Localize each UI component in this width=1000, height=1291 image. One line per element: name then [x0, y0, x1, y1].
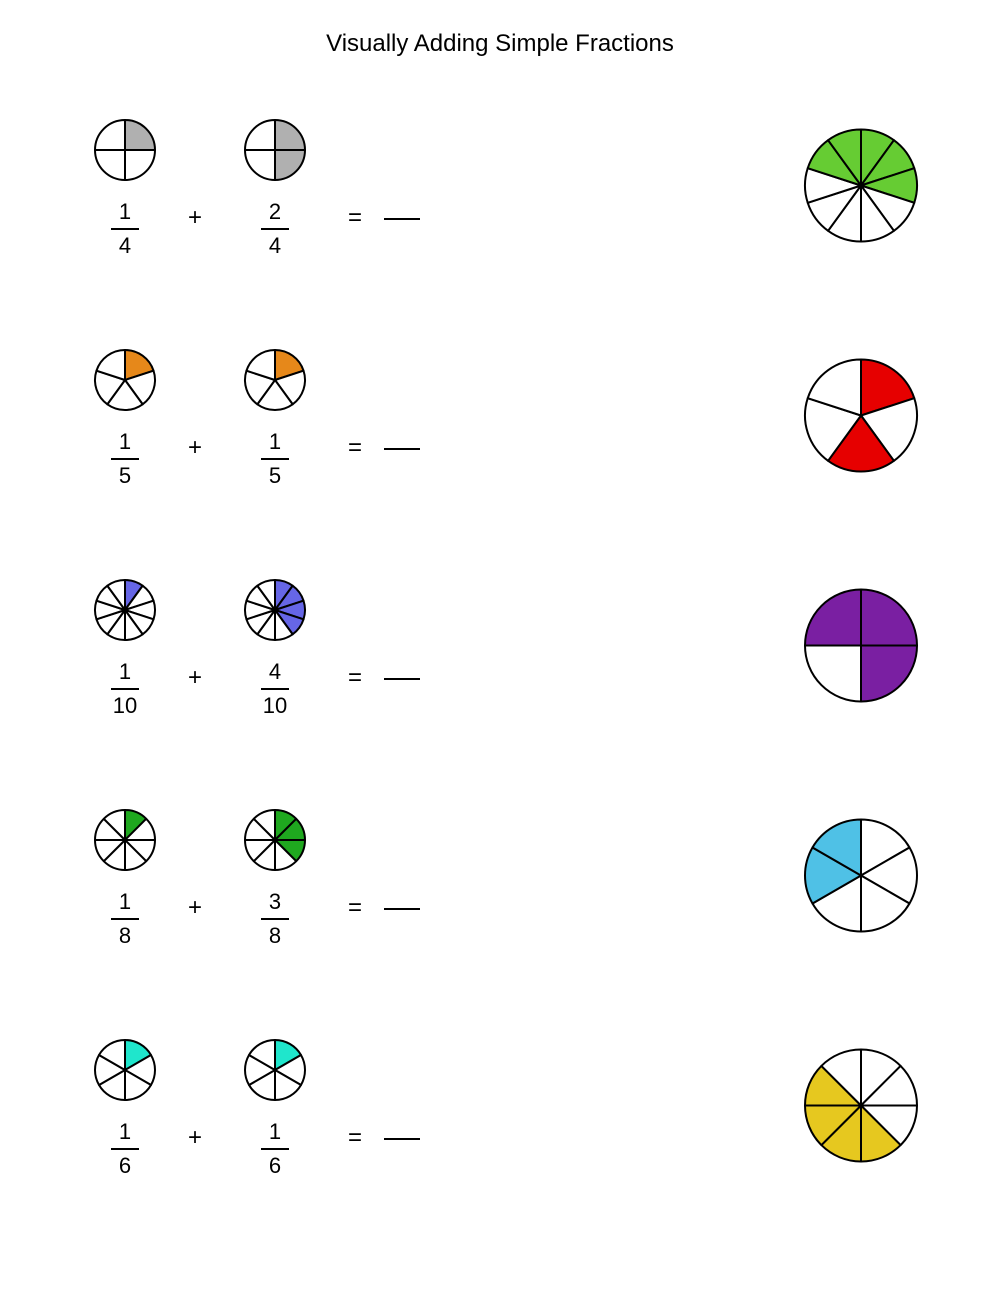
page-title: Visually Adding Simple Fractions	[40, 30, 960, 58]
fraction-bar	[261, 1148, 289, 1151]
plus-sign: +	[170, 894, 220, 922]
answer-blank[interactable]	[384, 678, 420, 680]
answer-blank[interactable]	[384, 218, 420, 220]
pie-icon	[242, 117, 308, 183]
fraction-bar	[111, 918, 139, 921]
pie-icon	[242, 577, 308, 643]
fraction-bar	[111, 1148, 139, 1151]
operand-a: 1 8	[80, 807, 170, 949]
numerator: 1	[269, 1119, 281, 1145]
problem-row: 1 10 + 4 10 =	[40, 568, 960, 728]
numerator: 1	[119, 1119, 131, 1145]
numerator: 1	[119, 659, 131, 685]
pie-icon	[92, 807, 158, 873]
equals-sign: =	[340, 434, 370, 462]
operand-a: 1 10	[80, 577, 170, 719]
fraction-bar	[111, 228, 139, 231]
pie-icon	[92, 1037, 158, 1103]
fraction: 1 5	[111, 429, 139, 489]
equals-sign: =	[340, 1124, 370, 1152]
fraction: 4 10	[261, 659, 289, 719]
fraction: 3 8	[261, 889, 289, 949]
fraction-bar	[111, 458, 139, 461]
fraction-bar	[261, 458, 289, 461]
fraction: 1 6	[261, 1119, 289, 1179]
operand-b: 2 4	[230, 117, 320, 259]
denominator: 8	[269, 923, 281, 949]
pie-icon	[92, 117, 158, 183]
operand-a: 1 6	[80, 1037, 170, 1179]
numerator: 1	[119, 429, 131, 455]
pie-icon	[92, 347, 158, 413]
fraction: 1 4	[111, 199, 139, 259]
fraction-bar	[111, 688, 139, 691]
numerator: 1	[119, 199, 131, 225]
answer-pie-icon	[802, 1047, 920, 1170]
answer-pie-icon	[802, 587, 920, 710]
fraction: 1 5	[261, 429, 289, 489]
operand-b: 1 6	[230, 1037, 320, 1179]
problem-row: 1 6 + 1 6 =	[40, 1028, 960, 1188]
operand-b: 1 5	[230, 347, 320, 489]
answer-blank[interactable]	[384, 1138, 420, 1140]
denominator: 10	[263, 693, 287, 719]
denominator: 5	[119, 463, 131, 489]
operand-a: 1 5	[80, 347, 170, 489]
numerator: 1	[119, 889, 131, 915]
answer-pie-icon	[802, 127, 920, 250]
answer-blank[interactable]	[384, 908, 420, 910]
fraction-bar	[261, 688, 289, 691]
fraction-bar	[261, 918, 289, 921]
pie-icon	[242, 347, 308, 413]
operand-b: 3 8	[230, 807, 320, 949]
answer-pie-icon	[802, 357, 920, 480]
fraction-bar	[261, 228, 289, 231]
pie-icon	[92, 577, 158, 643]
plus-sign: +	[170, 1124, 220, 1152]
plus-sign: +	[170, 664, 220, 692]
answer-pie-icon	[802, 817, 920, 940]
equals-sign: =	[340, 204, 370, 232]
denominator: 8	[119, 923, 131, 949]
denominator: 4	[269, 233, 281, 259]
denominator: 6	[269, 1153, 281, 1179]
problems-container: 1 4 + 2 4 = 1 5 + 1 5 =	[40, 108, 960, 1188]
numerator: 2	[269, 199, 281, 225]
denominator: 5	[269, 463, 281, 489]
problem-row: 1 4 + 2 4 =	[40, 108, 960, 268]
denominator: 6	[119, 1153, 131, 1179]
denominator: 4	[119, 233, 131, 259]
fraction: 1 10	[111, 659, 139, 719]
equals-sign: =	[340, 664, 370, 692]
pie-icon	[242, 1037, 308, 1103]
fraction: 2 4	[261, 199, 289, 259]
plus-sign: +	[170, 434, 220, 462]
answer-blank[interactable]	[384, 448, 420, 450]
numerator: 4	[269, 659, 281, 685]
operand-b: 4 10	[230, 577, 320, 719]
operand-a: 1 4	[80, 117, 170, 259]
denominator: 10	[113, 693, 137, 719]
fraction: 1 8	[111, 889, 139, 949]
numerator: 3	[269, 889, 281, 915]
numerator: 1	[269, 429, 281, 455]
pie-icon	[242, 807, 308, 873]
problem-row: 1 8 + 3 8 =	[40, 798, 960, 958]
plus-sign: +	[170, 204, 220, 232]
fraction: 1 6	[111, 1119, 139, 1179]
equals-sign: =	[340, 894, 370, 922]
problem-row: 1 5 + 1 5 =	[40, 338, 960, 498]
